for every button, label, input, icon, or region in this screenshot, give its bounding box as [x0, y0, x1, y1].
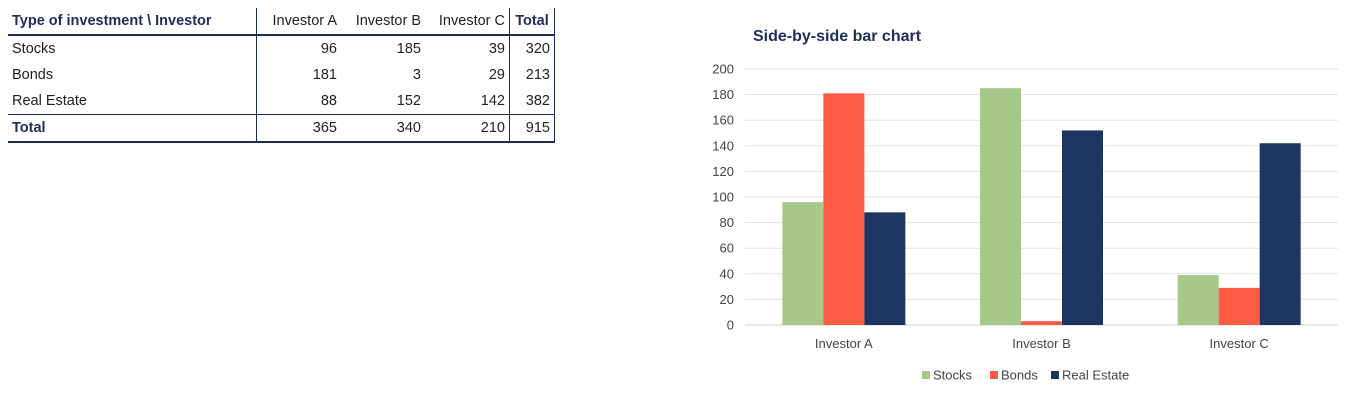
table-cell: 210: [425, 114, 510, 143]
table-cell: 365: [256, 114, 341, 143]
y-tick-label: 160: [712, 113, 734, 128]
labels-layer: 0 20 40 60 80 100 120 140 160 180 200 Investor A Inv…: [712, 62, 1268, 352]
table-cell: 3: [412, 67, 421, 83]
y-tick-label: 100: [712, 190, 734, 205]
y-tick-label: 0: [727, 318, 734, 333]
x-tick-label: Investor B: [1012, 336, 1071, 351]
bars-layer: [782, 88, 1301, 325]
y-tick-label: 180: [712, 87, 734, 102]
table-cell: 88: [256, 88, 341, 115]
legend-swatch-real-estate: [1051, 371, 1059, 379]
bar-bonds-1: [823, 93, 865, 325]
x-tick-label: Investor A: [815, 336, 873, 351]
bar-bonds-3: [1218, 287, 1260, 325]
table-cell: 142: [480, 93, 505, 109]
table-header-investor-c: Investor C: [425, 8, 510, 36]
table-header-row: Type of investment \ Investor Investor A…: [8, 8, 555, 36]
bar-real-estate-2: [1062, 130, 1103, 325]
row-label-bonds: Bonds: [12, 67, 54, 83]
table-header-investor-b: Investor B: [341, 8, 425, 36]
bar-stocks-3: [1177, 275, 1219, 325]
row-label-real-estate: Real Estate: [12, 93, 87, 109]
table-cell: 152: [396, 93, 421, 109]
legend-label-stocks: Stocks: [933, 368, 973, 383]
legend-swatch-stocks: [922, 371, 930, 379]
table-cell: 39: [488, 41, 505, 57]
y-tick-label: 20: [720, 292, 734, 307]
y-tick-label: 200: [712, 62, 734, 77]
row-label-stocks: Stocks: [12, 41, 56, 57]
table-total-row: Total 365 340 210 915: [8, 114, 555, 143]
table-cell: 96: [256, 35, 341, 62]
legend-swatch-bonds: [990, 371, 998, 379]
table-cell: 181: [256, 62, 341, 88]
bar-real-estate-3: [1259, 143, 1301, 325]
row-label-total: Total: [8, 114, 257, 143]
table-row: Real Estate 88 152 142 382: [8, 88, 555, 115]
y-tick-label: 120: [712, 164, 734, 179]
y-tick-label: 60: [720, 241, 734, 256]
table-cell: 185: [396, 41, 421, 57]
legend-label-bonds: Bonds: [1001, 368, 1038, 383]
bar-bonds-2: [1021, 321, 1062, 325]
table-header-title: Type of investment \ Investor: [8, 8, 257, 36]
table-cell-total: 382: [509, 88, 555, 115]
bar-real-estate-1: [864, 212, 906, 325]
bar-stocks-1: [782, 202, 824, 325]
table-cell-grand-total: 915: [509, 114, 555, 143]
y-tick-label: 80: [720, 215, 734, 230]
table-cell-total: 320: [509, 35, 555, 62]
table-header-investor-a: Investor A: [256, 8, 341, 36]
table-row: Stocks 96 185 39 320: [8, 35, 555, 62]
table-row: Bonds 181 3 29 213: [8, 62, 555, 88]
investment-table: Type of investment \ Investor Investor A…: [8, 8, 555, 143]
table-cell-total: 213: [509, 62, 555, 88]
bar-stocks-2: [980, 88, 1021, 325]
legend: Stocks Bonds Real Estate: [922, 368, 1129, 383]
y-tick-label: 140: [712, 138, 734, 153]
table-header-total: Total: [509, 8, 555, 36]
legend-label-real-estate: Real Estate: [1062, 368, 1129, 383]
y-tick-label: 40: [720, 266, 734, 281]
chart-title: Side-by-side bar chart: [753, 28, 922, 45]
table-cell: 29: [488, 67, 505, 83]
x-tick-label: Investor C: [1210, 336, 1269, 351]
table-cell: 340: [341, 114, 425, 143]
